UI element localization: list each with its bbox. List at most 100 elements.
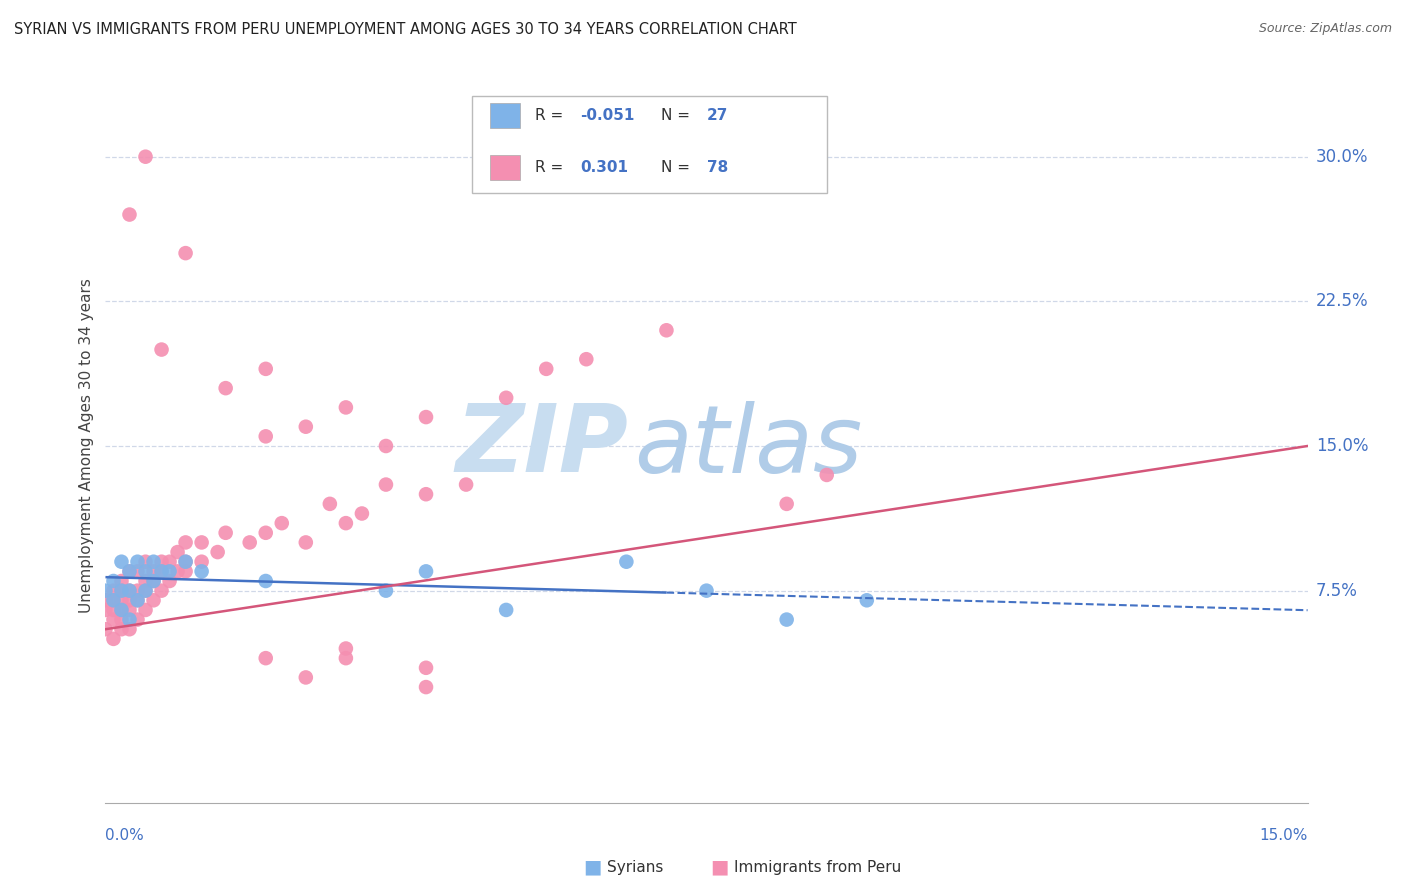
Point xyxy=(118,565,141,579)
Text: R =: R = xyxy=(534,160,568,175)
Point xyxy=(335,516,357,530)
Point xyxy=(335,401,357,415)
Point xyxy=(254,362,277,376)
Point xyxy=(118,565,141,579)
Point xyxy=(190,565,212,579)
Point xyxy=(127,555,149,569)
Point xyxy=(254,651,277,665)
Point xyxy=(374,477,398,491)
Point xyxy=(319,497,342,511)
Text: R =: R = xyxy=(534,109,568,123)
Text: SYRIAN VS IMMIGRANTS FROM PERU UNEMPLOYMENT AMONG AGES 30 TO 34 YEARS CORRELATIO: SYRIAN VS IMMIGRANTS FROM PERU UNEMPLOYM… xyxy=(14,22,797,37)
Point xyxy=(159,565,181,579)
Text: 78: 78 xyxy=(707,160,728,175)
Point xyxy=(135,555,157,569)
Point xyxy=(127,583,149,598)
Point xyxy=(150,343,173,357)
Text: Syrians: Syrians xyxy=(607,860,664,874)
Point xyxy=(118,603,141,617)
FancyBboxPatch shape xyxy=(472,96,827,193)
Point xyxy=(415,410,437,425)
Text: ■: ■ xyxy=(583,857,602,877)
Text: 7.5%: 7.5% xyxy=(1316,582,1358,599)
Text: 22.5%: 22.5% xyxy=(1316,293,1368,310)
Point xyxy=(103,613,125,627)
Text: 0.0%: 0.0% xyxy=(105,828,145,843)
Point xyxy=(142,574,165,588)
Point xyxy=(495,391,517,405)
Point xyxy=(454,477,477,491)
Point xyxy=(103,583,125,598)
Point xyxy=(174,535,197,549)
Y-axis label: Unemployment Among Ages 30 to 34 years: Unemployment Among Ages 30 to 34 years xyxy=(79,278,94,614)
Point xyxy=(135,574,157,588)
Point xyxy=(142,555,165,569)
Point xyxy=(207,545,229,559)
Point xyxy=(415,661,437,675)
Point xyxy=(295,670,318,684)
Point xyxy=(135,565,157,579)
Point xyxy=(118,593,141,607)
Point xyxy=(190,535,212,549)
Point xyxy=(174,555,197,569)
Point xyxy=(142,593,165,607)
Point xyxy=(103,593,125,607)
Point xyxy=(166,545,188,559)
Point xyxy=(103,603,125,617)
Point xyxy=(110,583,132,598)
Point xyxy=(295,535,318,549)
Point xyxy=(150,565,173,579)
Text: Source: ZipAtlas.com: Source: ZipAtlas.com xyxy=(1258,22,1392,36)
Point xyxy=(374,439,398,453)
Point xyxy=(135,583,157,598)
Point xyxy=(127,593,149,607)
Text: 27: 27 xyxy=(707,109,728,123)
Point xyxy=(135,150,157,164)
Point xyxy=(150,583,173,598)
Point xyxy=(350,507,373,521)
Point xyxy=(159,574,181,588)
Point xyxy=(174,555,197,569)
Point xyxy=(335,641,357,656)
Point xyxy=(110,574,132,588)
Point xyxy=(110,555,132,569)
Point xyxy=(815,467,838,482)
Point xyxy=(254,429,277,443)
Point xyxy=(855,593,877,607)
Point xyxy=(118,583,141,598)
Text: N =: N = xyxy=(661,160,695,175)
Text: 0.301: 0.301 xyxy=(581,160,628,175)
Point xyxy=(415,680,437,694)
Point xyxy=(110,603,132,617)
Point xyxy=(415,565,437,579)
Point xyxy=(135,583,157,598)
Point xyxy=(142,565,165,579)
Point xyxy=(94,593,117,607)
Point xyxy=(142,574,165,588)
Point xyxy=(190,555,212,569)
Point xyxy=(495,603,517,617)
Text: ZIP: ZIP xyxy=(456,400,628,492)
Text: atlas: atlas xyxy=(634,401,863,491)
Point xyxy=(174,246,197,260)
Point xyxy=(776,613,799,627)
Point xyxy=(127,613,149,627)
Point xyxy=(254,574,277,588)
Point xyxy=(135,603,157,617)
Point xyxy=(655,323,678,337)
Point xyxy=(127,565,149,579)
Point xyxy=(166,565,188,579)
Point xyxy=(239,535,262,549)
Point xyxy=(103,632,125,646)
Point xyxy=(374,583,398,598)
Point xyxy=(254,525,277,540)
Point xyxy=(110,622,132,636)
Point xyxy=(94,603,117,617)
Point xyxy=(103,593,125,607)
Point xyxy=(110,603,132,617)
Point xyxy=(295,419,318,434)
Point xyxy=(110,593,132,607)
Point xyxy=(103,574,125,588)
Point xyxy=(118,208,141,222)
Point xyxy=(110,583,132,598)
